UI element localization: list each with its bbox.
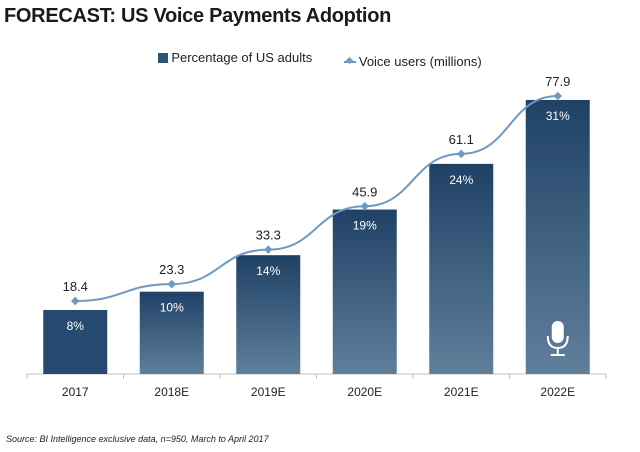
x-tick-label: 2018E — [154, 385, 189, 399]
bar-label: 14% — [256, 264, 280, 278]
line-point — [167, 279, 176, 289]
legend-item-line: Voice users (millions) — [343, 54, 482, 69]
legend-label: Voice users (millions) — [358, 54, 482, 69]
line-label: 45.9 — [352, 184, 377, 199]
bar-2018E — [139, 291, 204, 374]
line-label: 77.9 — [545, 74, 570, 89]
x-tick-label: 2017 — [62, 385, 89, 399]
bar-label: 24% — [449, 173, 473, 187]
legend-item-bars: Percentage of US adults — [158, 50, 312, 65]
x-tick-label: 2022E — [540, 385, 575, 399]
bar-label: 19% — [353, 219, 377, 233]
chart-title: FORECAST: US Voice Payments Adoption — [4, 5, 392, 27]
line-point — [264, 245, 273, 254]
line-label: 23.3 — [159, 262, 184, 277]
x-tick-label: 2021E — [444, 385, 479, 399]
bar-label: 8% — [67, 319, 85, 333]
microphone-icon — [546, 321, 569, 356]
line-point — [71, 296, 80, 306]
legend-label: Percentage of US adults — [171, 50, 313, 65]
line-label: 18.4 — [63, 279, 88, 294]
line-label: 33.3 — [256, 228, 281, 243]
legend-marker — [343, 60, 356, 63]
bar-2021E — [429, 163, 494, 374]
bar-2017 — [43, 309, 108, 374]
bar-2020E — [332, 209, 397, 374]
line-point — [457, 149, 466, 159]
line-point — [360, 202, 369, 211]
bar-label: 31% — [546, 109, 570, 123]
legend: Percentage of US adults Voice users (mil… — [0, 50, 640, 69]
x-tick-label: 2019E — [251, 385, 286, 399]
source-note: Source: BI Intelligence exclusive data, … — [6, 434, 269, 444]
line-label: 61.1 — [449, 132, 474, 147]
bar-label: 10% — [160, 301, 184, 315]
x-tick-label: 2020E — [347, 385, 382, 399]
line-point — [553, 91, 562, 101]
bar-2019E — [236, 255, 301, 374]
legend-swatch — [158, 52, 169, 63]
